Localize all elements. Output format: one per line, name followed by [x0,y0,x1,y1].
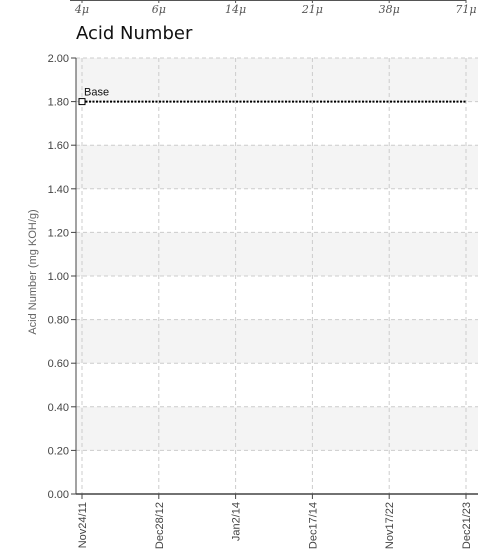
x-tick-label: Nov24/11 [77,502,89,548]
series-point-base [78,98,86,106]
y-axis-label: Acid Number (mg KOH/g) [27,209,39,334]
y-tick-label: 0.80 [48,315,69,327]
y-tick-label: 1.60 [48,140,69,152]
top-tick-label: 4μ [74,3,89,16]
y-tick-label: 2.00 [48,53,69,65]
plot-band [76,145,478,189]
chart-title: Acid Number [76,23,193,44]
plot-band [76,58,478,102]
x-axis-ticks: Nov24/11 Dec28/12 Jan2/14 Dec17/14 Nov17/22 D… [77,494,473,549]
y-axis-ticks: 0.00 0.20 0.40 0.60 0.80 1.00 1.20 1.40 1.60 1.80… [48,53,76,501]
x-tick-label: Nov17/22 [384,502,396,549]
plot-band [76,319,478,364]
series-label-base: Base [84,87,109,99]
top-tick-label: 21μ [301,3,323,16]
top-axis-strip: 4μ 6μ 14μ 21μ 38μ 71μ [70,0,477,16]
x-tick-label: Dec28/12 [154,502,166,549]
top-tick-label: 71μ [455,3,476,16]
y-tick-label: 0.00 [48,489,69,501]
y-tick-label: 1.40 [48,184,69,196]
y-tick-label: 0.60 [48,358,69,370]
plot-band [76,406,478,451]
y-tick-label: 0.20 [48,445,69,457]
y-tick-label: 1.20 [48,227,69,239]
series-group: Base [78,87,466,106]
top-tick-label: 6μ [152,3,166,16]
x-tick-label: Jan2/14 [231,502,243,541]
x-tick-label: Dec17/14 [307,502,319,549]
plot-band [76,232,478,276]
y-tick-label: 0.40 [48,402,69,414]
y-tick-label: 1.00 [48,271,69,283]
top-tick-label: 38μ [379,3,400,16]
plot-background-bands [76,58,478,451]
top-tick-label: 14μ [225,3,246,16]
y-tick-label: 1.80 [48,97,69,109]
x-tick-label: Dec21/23 [461,502,473,549]
